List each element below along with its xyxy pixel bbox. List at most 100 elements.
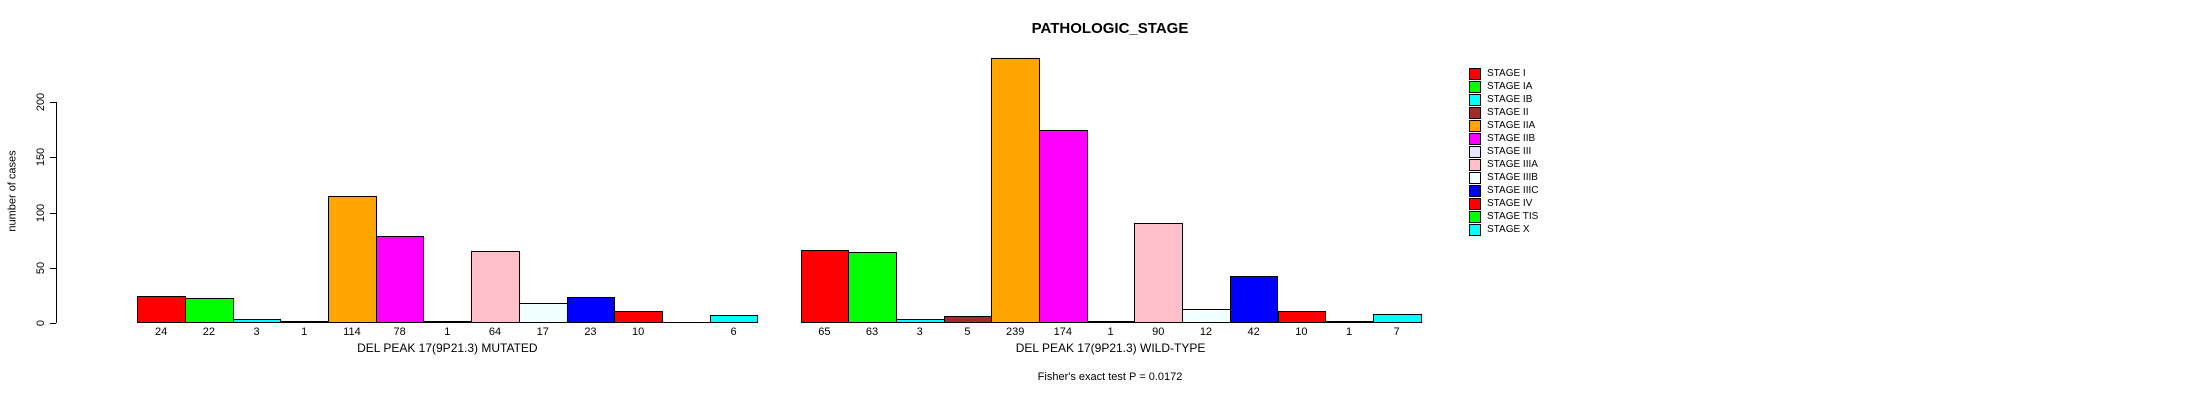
legend-item: STAGE IIIB: [1469, 171, 1539, 184]
legend-item: STAGE I: [1469, 67, 1539, 80]
bar-stage-iiib: [1182, 308, 1231, 323]
legend-label: STAGE TIS: [1487, 211, 1539, 222]
bar-value-label: 3: [916, 326, 923, 338]
y-tick-label: 200: [34, 93, 47, 112]
bar-value-label: 174: [1053, 326, 1073, 338]
legend-label: STAGE IIIA: [1487, 159, 1538, 170]
bar-stage-x: [709, 315, 759, 323]
legend-label: STAGE IB: [1487, 94, 1533, 105]
bar-stage-iia: [991, 58, 1040, 323]
bar-stage-iiia: [1134, 222, 1184, 323]
bar-stage-iib: [375, 235, 425, 323]
group-label-mutated: DEL PEAK 17(9P21.3) MUTATED: [357, 341, 538, 355]
group-label-wild-type: DEL PEAK 17(9P21.3) WILD-TYPE: [1015, 341, 1206, 355]
y-tick-label-box: 150: [31, 137, 51, 177]
legend-item: STAGE X: [1469, 223, 1539, 236]
legend-swatch: [1469, 67, 1481, 80]
bar-stage-iv: [614, 310, 663, 323]
legend-item: STAGE IIIA: [1469, 158, 1539, 171]
bar-stage-iib: [1039, 129, 1088, 323]
y-tick-label: 50: [35, 261, 47, 274]
bar-value-label: 23: [584, 326, 597, 338]
bar-stage-ia: [848, 252, 897, 323]
y-tick: [50, 212, 56, 214]
legend-swatch: [1469, 106, 1481, 119]
bar-value-label: 10: [1295, 326, 1308, 338]
bar-stage-iiic: [1229, 275, 1279, 323]
legend-swatch: [1469, 80, 1481, 93]
legend-swatch: [1469, 171, 1481, 184]
y-axis-line: [56, 102, 57, 323]
bar-stage-i: [800, 250, 850, 323]
bar-stage-ib: [232, 318, 282, 323]
bar-value-label: 12: [1199, 326, 1213, 338]
legend-item: STAGE IB: [1469, 93, 1539, 106]
bar-stage-tis: [1325, 320, 1374, 323]
bar-value-label: 7: [1393, 326, 1400, 338]
chart-title: PATHOLOGIC_STAGE: [1031, 20, 1189, 37]
legend-item: STAGE IIB: [1469, 132, 1539, 145]
bar-value-label: 1: [1107, 326, 1114, 338]
legend-label: STAGE II: [1487, 107, 1529, 118]
bar-value-label: 10: [632, 326, 645, 338]
bar-stage-iii: [423, 320, 473, 323]
legend-label: STAGE I: [1487, 68, 1526, 79]
bar-value-label: 5: [964, 326, 971, 338]
y-tick-label: 0: [35, 319, 47, 327]
legend-swatch: [1469, 93, 1481, 106]
bar-value-label: 114: [343, 326, 361, 338]
bar-value-label: 65: [818, 326, 831, 338]
bar-value-label: 22: [202, 326, 215, 338]
legend-swatch: [1469, 223, 1481, 236]
y-tick-label: 100: [34, 203, 47, 222]
y-tick: [50, 157, 56, 159]
bar-value-label: 17: [536, 326, 549, 338]
fisher-test-annotation: Fisher's exact test P = 0.0172: [1037, 371, 1183, 383]
bar-value-label: 64: [488, 326, 502, 338]
legend-item: STAGE IIIC: [1469, 184, 1539, 197]
y-tick-label-box: 50: [31, 248, 51, 288]
y-tick-label-box: 100: [31, 193, 51, 233]
legend-label: STAGE III: [1487, 146, 1532, 157]
legend-swatch: [1469, 132, 1481, 145]
bar-stage-iv: [1277, 310, 1327, 323]
bar-stage-ii: [943, 316, 993, 323]
legend-label: STAGE IIIC: [1487, 185, 1539, 196]
legend-item: STAGE IA: [1469, 80, 1539, 93]
legend-label: STAGE IA: [1487, 81, 1533, 92]
bar-value-label: 6: [730, 326, 737, 338]
bar-value-label: 1: [444, 326, 451, 338]
legend-swatch: [1469, 210, 1481, 223]
legend: STAGE I STAGE IA STAGE IB STAGE II STAGE IIA…: [1469, 67, 1539, 236]
y-tick-label-box: 200: [31, 82, 51, 122]
legend-item: STAGE IIA: [1469, 119, 1539, 132]
bar-stage-iiia: [471, 251, 520, 323]
y-axis-label-box: number of cases: [2, 91, 24, 291]
y-tick: [50, 323, 56, 324]
y-axis-label: number of cases: [7, 150, 20, 232]
bar-stage-iii: [1086, 320, 1136, 323]
bar-stage-iiic: [566, 296, 616, 323]
legend-swatch: [1469, 184, 1481, 197]
bar-stage-ib: [895, 318, 945, 323]
y-tick-label-box: 0: [31, 303, 51, 343]
bar-value-label: 90: [1152, 326, 1165, 338]
legend-swatch: [1469, 145, 1481, 158]
legend-item: STAGE II: [1469, 106, 1539, 119]
legend-swatch: [1469, 197, 1481, 210]
legend-swatch: [1469, 158, 1481, 171]
bar-stage-i: [137, 295, 186, 323]
bar-value-label: 239: [1005, 326, 1025, 338]
legend-label: STAGE X: [1487, 224, 1530, 235]
y-tick: [50, 267, 56, 269]
bar-value-label: 1: [1345, 326, 1353, 338]
legend-item: STAGE TIS: [1469, 210, 1539, 223]
legend-swatch: [1469, 119, 1481, 132]
legend-label: STAGE IIIB: [1487, 172, 1538, 183]
y-tick-label: 150: [34, 148, 47, 167]
bar-value-label: 78: [393, 326, 406, 338]
legend-label: STAGE IV: [1487, 198, 1533, 209]
bar-stage-iiib: [518, 303, 568, 323]
legend-item: STAGE IV: [1469, 197, 1539, 210]
